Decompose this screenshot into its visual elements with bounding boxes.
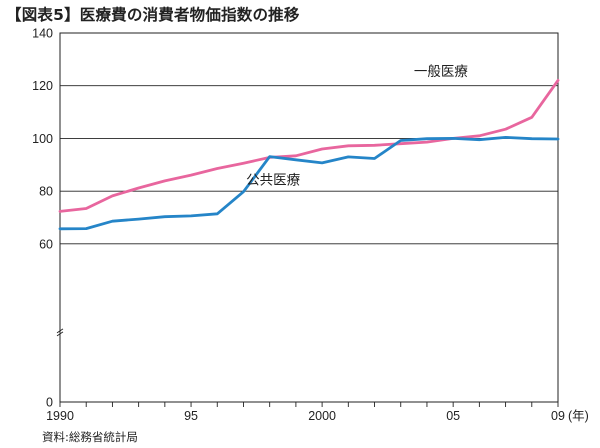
- source-note: 資料:総務省統計局: [42, 430, 138, 444]
- x-tick-label: 1990: [46, 409, 74, 423]
- x-tick-label: 95: [184, 409, 198, 423]
- series-line-2: [58, 135, 560, 231]
- chart-title: 【図表5】医療費の消費者物価指数の推移: [6, 6, 300, 24]
- y-tick-label: 80: [39, 185, 53, 199]
- axis-break-mark: [56, 328, 64, 337]
- x-tick-label: 2000: [308, 409, 336, 423]
- x-axis-unit: (年): [568, 409, 589, 423]
- axis-layer: 0 60 80 100 120 140 1990 95 2000 05 09 (年): [32, 27, 589, 424]
- series-label-1: 一般医療: [414, 63, 468, 80]
- y-tick-label: 100: [32, 132, 53, 146]
- series-label-2: 公共医療: [246, 172, 300, 189]
- plot-frame: [59, 32, 559, 403]
- x-tick-label: 05: [446, 409, 460, 423]
- series-layer: [58, 79, 560, 231]
- y-tick-label: 0: [46, 396, 53, 410]
- y-tick-label: 120: [32, 79, 53, 93]
- y-tick-label: 140: [32, 27, 53, 41]
- x-tick-label: 09: [551, 409, 565, 423]
- y-tick-label: 60: [39, 237, 53, 251]
- series-line-1: [58, 79, 560, 213]
